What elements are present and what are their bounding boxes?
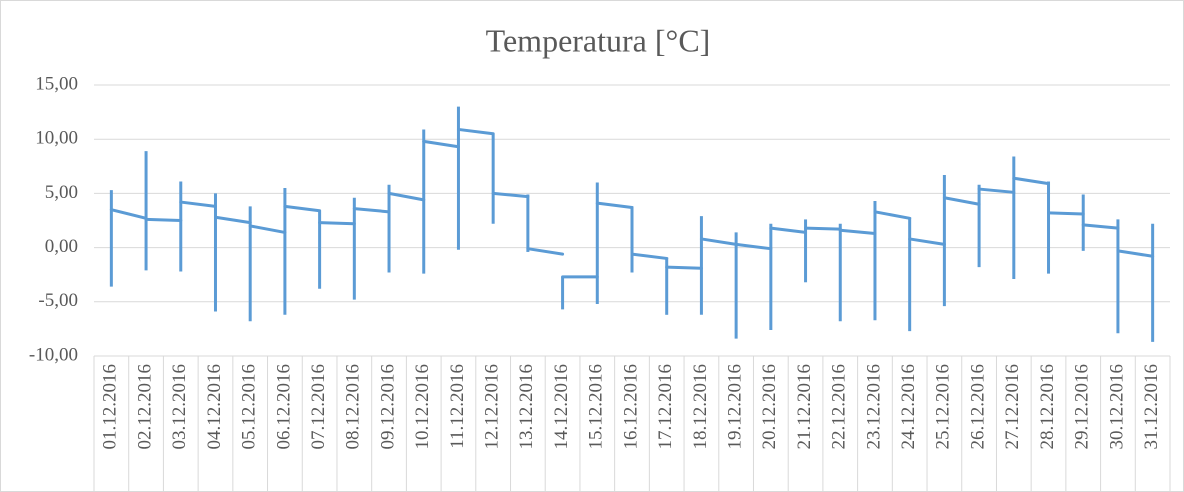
day-segment	[1012, 176, 1051, 186]
x-tick-label: 14.12.2016	[551, 364, 572, 450]
chart-title: Temperatura [°C]	[486, 22, 711, 58]
y-tick-label: 10,00	[35, 128, 78, 149]
day-segment	[318, 221, 356, 226]
day-segment	[213, 215, 252, 225]
x-tick-label: 05.12.2016	[239, 364, 260, 450]
day-segment	[491, 191, 530, 199]
day-segment	[526, 247, 565, 256]
day-segment	[422, 139, 460, 149]
x-tick-label: 28.12.2016	[1037, 364, 1058, 450]
day-segment	[179, 200, 217, 208]
x-tick-label: 10.12.2016	[412, 364, 433, 450]
day-segment	[977, 187, 1016, 194]
x-tick-label: 16.12.2016	[620, 364, 641, 450]
day-segment	[144, 217, 183, 222]
day-segment	[908, 237, 946, 246]
y-tick-label: -10,00	[29, 344, 78, 365]
x-tick-label: 24.12.2016	[898, 364, 919, 450]
day-segment	[248, 224, 287, 234]
x-tick-label: 01.12.2016	[100, 364, 121, 450]
day-segment	[352, 207, 391, 214]
x-tick-label: 17.12.2016	[655, 364, 676, 450]
day-segment	[734, 242, 773, 251]
day-segment	[873, 210, 912, 220]
x-tick-label: 30.12.2016	[1106, 364, 1127, 450]
x-tick-label: 21.12.2016	[794, 364, 815, 450]
day-segment	[283, 204, 322, 213]
x-tick-label: 27.12.2016	[1002, 364, 1023, 450]
y-tick-label: 15,00	[35, 73, 78, 94]
x-tick-label: 13.12.2016	[516, 364, 537, 450]
day-segment	[1081, 223, 1120, 230]
x-tick-label: 03.12.2016	[169, 364, 190, 450]
day-segment	[387, 191, 426, 202]
x-tick-label: 31.12.2016	[1141, 364, 1162, 450]
x-tick-label: 07.12.2016	[308, 364, 329, 450]
x-tick-label: 20.12.2016	[759, 364, 780, 450]
y-tick-label: 0,00	[45, 236, 78, 257]
x-tick-label: 04.12.2016	[204, 364, 225, 450]
x-tick-label: 15.12.2016	[586, 364, 607, 450]
day-segment	[456, 127, 495, 136]
day-segment	[630, 252, 669, 260]
day-segment	[942, 196, 981, 206]
x-tick-label: 23.12.2016	[863, 364, 884, 450]
y-tick-label: -5,00	[38, 290, 78, 311]
day-segment	[1116, 249, 1155, 258]
x-tick-label: 29.12.2016	[1072, 364, 1093, 450]
x-tick-label: 18.12.2016	[690, 364, 711, 450]
x-tick-label: 22.12.2016	[829, 364, 850, 450]
x-tick-label: 25.12.2016	[933, 364, 954, 450]
day-segment	[665, 265, 703, 270]
x-tick-label: 08.12.2016	[343, 364, 364, 450]
day-segment	[595, 201, 634, 209]
x-tick-label: 11.12.2016	[447, 364, 468, 449]
x-tick-label: 06.12.2016	[273, 364, 294, 450]
day-segment	[804, 226, 842, 231]
y-tick-label: 5,00	[45, 182, 78, 203]
day-segment	[838, 228, 877, 236]
x-tick-label: 12.12.2016	[482, 364, 503, 450]
day-segment	[699, 237, 738, 246]
x-tick-label: 19.12.2016	[724, 364, 745, 450]
x-tick-label: 02.12.2016	[134, 364, 155, 450]
day-segment	[109, 208, 148, 220]
x-tick-label: 26.12.2016	[967, 364, 988, 450]
x-tick-label: 09.12.2016	[377, 364, 398, 450]
day-segment	[769, 226, 808, 234]
day-segment	[1047, 211, 1085, 216]
